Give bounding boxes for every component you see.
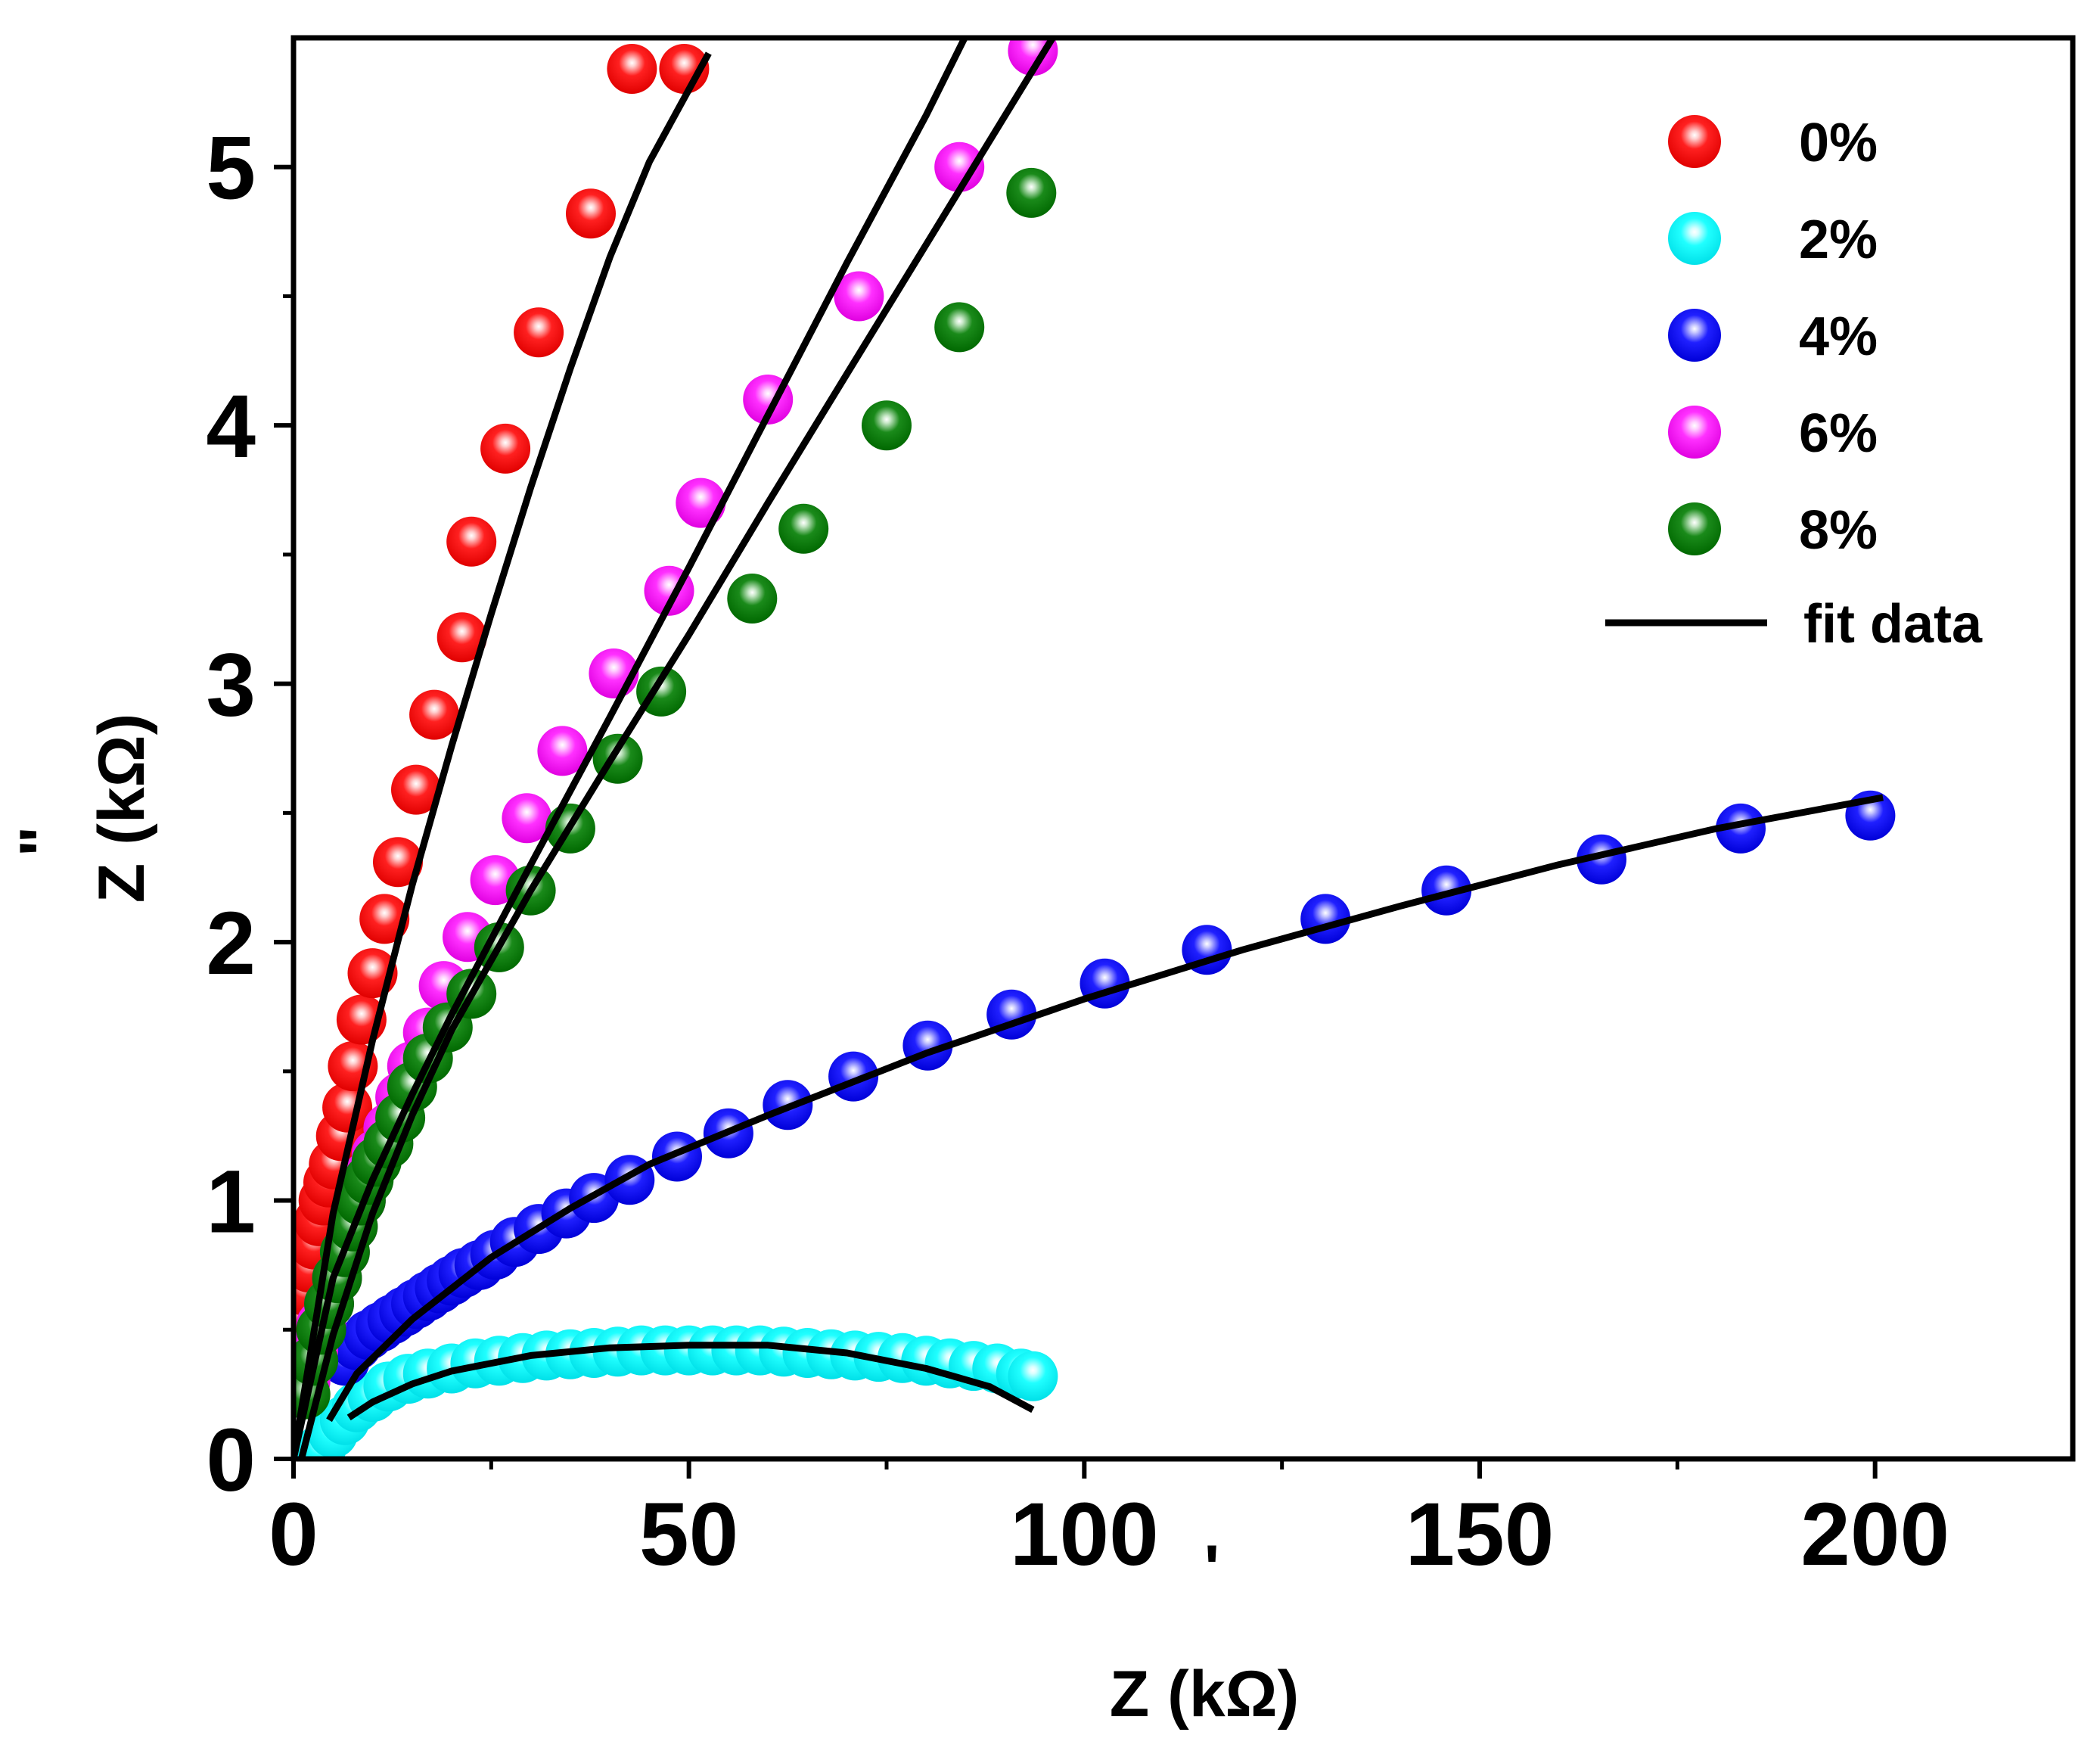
data-point-6pct (676, 477, 726, 528)
y-axis-label: Z (kΩ) (85, 714, 158, 903)
data-point-6pct (934, 142, 985, 192)
data-point-8pct (934, 302, 985, 353)
legend-label-4pct: 4% (1799, 306, 1878, 367)
fit-curve-6pct (294, 38, 969, 1459)
data-point-0pct (480, 423, 531, 474)
legend-marker-6pct (1668, 406, 1721, 459)
data-point-6pct (537, 726, 588, 776)
data-point-8pct (1006, 167, 1057, 218)
data-point-0pct (514, 307, 564, 358)
y-tick-label: 5 (206, 119, 256, 219)
legend-label-0pct: 0% (1799, 113, 1878, 173)
data-point-6pct (502, 793, 552, 844)
x-tick-label: 0 (269, 1485, 318, 1585)
legend-label-fit-data: fit data (1803, 594, 1983, 655)
data-point-8pct (727, 574, 778, 624)
x-tick-label: 200 (1800, 1485, 1949, 1585)
legend-marker-2pct (1668, 212, 1721, 265)
y-axis-label-prime: " (7, 826, 79, 857)
data-point-0pct (391, 764, 441, 815)
legend-marker-0pct (1668, 115, 1721, 168)
legend-label-8pct: 8% (1799, 500, 1878, 561)
data-point-2pct (1008, 1351, 1058, 1401)
data-point-0pct (607, 44, 657, 94)
x-axis-label-prime: ' (1204, 1532, 1219, 1605)
legend-marker-4pct (1668, 309, 1721, 362)
data-point-8pct (778, 503, 829, 554)
series-4pct (319, 790, 1896, 1386)
legend-label-6pct: 6% (1799, 403, 1878, 464)
legend-label-2pct: 2% (1799, 210, 1878, 270)
x-tick-label: 50 (639, 1485, 738, 1585)
y-tick-label: 4 (206, 377, 256, 477)
data-point-0pct (566, 188, 616, 239)
y-tick-label: 1 (206, 1152, 256, 1252)
data-point-4pct (1716, 803, 1766, 854)
fit-curve-4pct (326, 794, 1884, 1423)
data-point-0pct (373, 837, 423, 888)
y-tick-label: 0 (206, 1410, 256, 1510)
fit-curve-2pct (346, 1342, 1035, 1421)
data-point-0pct (436, 612, 487, 663)
data-point-8pct (862, 400, 912, 451)
x-tick-label: 150 (1406, 1485, 1555, 1585)
series-6pct (294, 38, 1058, 1407)
data-point-4pct (1577, 834, 1626, 885)
y-tick-label: 3 (206, 636, 256, 735)
plot-frame (290, 35, 2076, 1462)
fit-curve-0pct (294, 51, 712, 1459)
legend-marker-8pct (1668, 502, 1721, 555)
x-tick-label: 100 (1010, 1485, 1159, 1585)
fit-curve-8pct (298, 38, 1056, 1459)
data-point-0pct (446, 516, 497, 567)
data-point-6pct (834, 271, 884, 322)
y-tick-label: 2 (206, 894, 256, 994)
data-point-4pct (1421, 865, 1472, 916)
data-point-0pct (409, 689, 460, 740)
x-axis-label: Z (kΩ) (1110, 1658, 1299, 1731)
